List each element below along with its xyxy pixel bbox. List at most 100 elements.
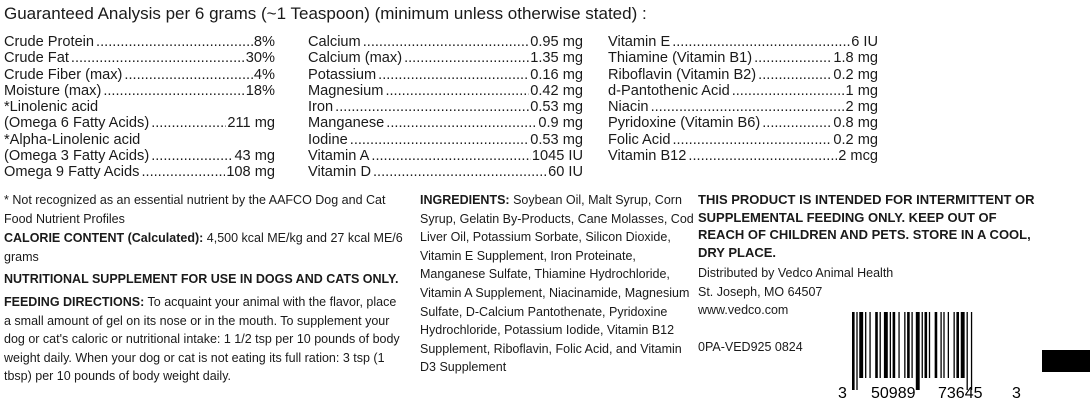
nutrient-value: 43 mg: [234, 148, 275, 165]
dot-leader: [71, 50, 245, 66]
nutrient-label: Niacin: [608, 99, 649, 116]
analysis-column-1: Crude Protein 8%Crude Fat30%Crude Fiber (…: [4, 34, 275, 181]
barcode-bar: [924, 312, 928, 378]
nutrient-label: Pyridoxine (Vitamin B6): [608, 115, 761, 132]
analysis-row: Calcium 0.95 mg: [308, 34, 583, 50]
supplement-statement: NUTRITIONAL SUPPLEMENT FOR USE IN DOGS A…: [4, 272, 399, 287]
barcode-bar: [856, 312, 858, 390]
dot-leader: [758, 67, 832, 83]
ingredients: INGREDIENTS: Soybean Oil, Malt Syrup, Co…: [420, 193, 694, 375]
barcode-bar: [966, 312, 968, 390]
nutrient-value: 1045 IU: [531, 148, 583, 165]
dot-leader: [124, 67, 253, 83]
analysis-column-3: Vitamin E 6 IU Thiamine (Vitamin B1) 1.8 mg…: [608, 34, 878, 164]
barcode-bar: [921, 312, 923, 378]
feeding-directions: FEEDING DIRECTIONS: To acquaint your ani…: [4, 294, 400, 384]
nutrient-value: 0.9 mg: [538, 115, 583, 132]
analysis-row: Riboflavin (Vitamin B2) 0.2 mg: [608, 67, 878, 83]
analysis-row: Calcium (max) 1.35 mg: [308, 50, 583, 66]
analysis-row: (Omega 6 Fatty Acids) 211 mg: [4, 115, 275, 131]
analysis-row: Vitamin B12 2 mcg: [608, 148, 878, 164]
nutrient-label: Vitamin E: [608, 34, 671, 50]
barcode-bar: [915, 312, 920, 390]
analysis-row: *Alpha-Linolenic acid: [4, 132, 275, 148]
nutrient-label: Crude Protein: [4, 34, 95, 50]
analysis-row: Omega 9 Fatty Acids 108 mg: [4, 164, 275, 180]
warning-text: THIS PRODUCT IS INTENDED FOR INTERMITTEN…: [698, 192, 1035, 260]
nutrient-label: (Omega 6 Fatty Acids): [4, 115, 150, 132]
nutrient-value: 2 mg: [845, 99, 878, 116]
barcode-bar: [934, 312, 938, 378]
nutrient-label: Riboflavin (Vitamin B2): [608, 66, 757, 83]
dot-leader: [672, 34, 850, 50]
barcode-bar: [960, 312, 965, 378]
nutrient-label: Folic Acid: [608, 131, 671, 148]
analysis-row: d-Pantothenic Acid 1 mg: [608, 83, 878, 99]
nutrient-value: 8%: [253, 34, 275, 50]
analysis-row: Niacin 2 mg: [608, 99, 878, 115]
nutrient-value: 1.8 mg: [833, 50, 878, 67]
nutrient-value: 0.16 mg: [530, 66, 583, 83]
analysis-row: Moisture (max) 18%: [4, 83, 275, 99]
calorie-content: CALORIE CONTENT (Calculated): 4,500 kcal…: [4, 231, 403, 264]
barcode-bar: [875, 312, 878, 378]
footnote: * Not recognized as an essential nutrien…: [4, 193, 386, 226]
dot-leader: [385, 83, 529, 99]
dot-leader: [151, 148, 233, 164]
nutrient-value: 0.42 mg: [530, 82, 583, 99]
dot-leader: [762, 115, 832, 131]
barcode-bar: [883, 312, 888, 378]
barcode-bar: [869, 312, 871, 378]
dot-leader: [335, 99, 529, 115]
dot-leader: [688, 148, 837, 164]
barcode-bar: [970, 312, 973, 390]
dot-leader: [371, 148, 530, 164]
analysis-row: Potassium 0.16 mg: [308, 67, 583, 83]
info-column: * Not recognized as an essential nutrien…: [4, 191, 404, 386]
nutrient-label: Calcium (max): [308, 50, 403, 67]
nutrient-label: Thiamine (Vitamin B1): [608, 50, 753, 67]
nutrient-label: Omega 9 Fatty Acids: [4, 164, 140, 181]
nutrient-label: Moisture (max): [4, 82, 102, 99]
barcode-bar: [904, 312, 906, 378]
barcode-bar: [865, 312, 867, 378]
barcode-digits-group-1: 50989: [871, 385, 916, 402]
nutrient-value: 0.53 mg: [530, 99, 583, 116]
nutrient-label: Manganese: [308, 115, 385, 132]
warning-and-distributor: THIS PRODUCT IS INTENDED FOR INTERMITTEN…: [698, 191, 1043, 356]
analysis-row: Magnesium 0.42 mg: [308, 83, 583, 99]
analysis-row: Vitamin D 60 IU: [308, 164, 583, 180]
dot-leader: [378, 67, 529, 83]
dot-leader: [386, 115, 537, 131]
nutrient-value: 0.2 mg: [833, 66, 878, 83]
dot-leader: [754, 50, 832, 66]
analysis-row: Vitamin E 6 IU: [608, 34, 878, 50]
analysis-row: Manganese 0.9 mg: [308, 115, 583, 131]
barcode-bar: [892, 312, 896, 378]
nutrient-value: 0.2 mg: [833, 131, 878, 148]
barcode-digits-group-2: 73645: [938, 385, 983, 402]
nutrient-label: Vitamin A: [308, 148, 370, 165]
nutrient-value: 4%: [253, 66, 275, 83]
dot-leader: [732, 83, 845, 99]
barcode-bar: [940, 312, 942, 378]
nutrient-label: Crude Fiber (max): [4, 66, 123, 83]
nutrient-label: *Alpha-Linolenic acid: [4, 131, 141, 148]
dot-leader: [350, 132, 530, 148]
analysis-row: *Linolenic acid: [4, 99, 275, 115]
nutrient-value: 6 IU: [851, 34, 878, 50]
analysis-row: Crude Fat 30%: [4, 50, 275, 66]
barcode-bar: [907, 312, 910, 378]
barcode-bar: [889, 312, 891, 378]
barcode-bar: [953, 312, 955, 378]
nutrient-value: 0.95 mg: [530, 34, 583, 50]
dot-leader: [373, 164, 547, 180]
nutrient-label: Magnesium: [308, 82, 384, 99]
analysis-row: Iron 0.53 mg: [308, 99, 583, 115]
nutrient-value: 0.8 mg: [833, 115, 878, 132]
nutrient-value: 1.35 mg: [530, 50, 583, 67]
analysis-row: Iodine 0.53 mg: [308, 132, 583, 148]
dot-leader: [672, 132, 832, 148]
nutrient-label: Crude Fat: [4, 50, 69, 67]
